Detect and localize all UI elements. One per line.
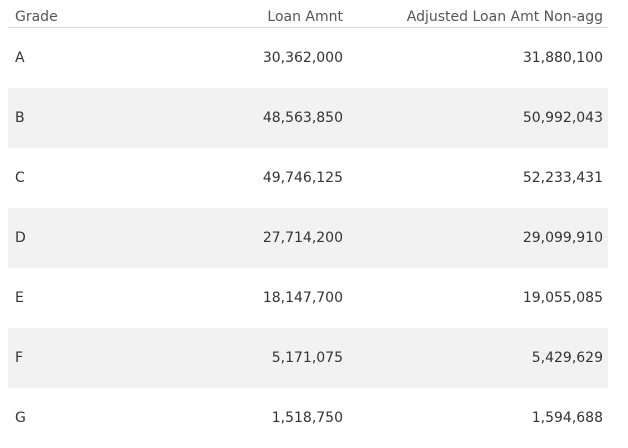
cell-adjusted: 50,992,043 [522, 110, 603, 126]
cell-grade: F [15, 350, 24, 366]
cell-grade: E [15, 290, 24, 306]
cell-loan-amnt: 48,563,850 [262, 110, 343, 126]
cell-adjusted: 29,099,910 [522, 230, 603, 246]
cell-grade: C [15, 170, 25, 186]
table-row[interactable]: F 5,171,075 5,429,629 [8, 328, 608, 388]
cell-grade: D [15, 230, 26, 246]
table-row[interactable]: D 27,714,200 29,099,910 [8, 208, 608, 268]
header-adjusted-loan-amt[interactable]: Adjusted Loan Amt Non-agg [406, 9, 603, 25]
cell-adjusted: 52,233,431 [522, 170, 603, 186]
table-header: Grade Loan Amnt Adjusted Loan Amt Non-ag… [8, 0, 608, 28]
cell-grade: A [15, 50, 25, 66]
table-row[interactable]: G 1,518,750 1,594,688 [8, 388, 608, 448]
cell-loan-amnt: 30,362,000 [262, 50, 343, 66]
cell-grade: B [15, 110, 25, 126]
cell-grade: G [15, 410, 26, 426]
cell-loan-amnt: 49,746,125 [262, 170, 343, 186]
cell-loan-amnt: 5,171,075 [271, 350, 343, 366]
cell-loan-amnt: 18,147,700 [262, 290, 343, 306]
cell-adjusted: 1,594,688 [531, 410, 603, 426]
header-grade[interactable]: Grade [15, 9, 58, 25]
cell-loan-amnt: 27,714,200 [262, 230, 343, 246]
cell-loan-amnt: 1,518,750 [271, 410, 343, 426]
table-body: A 30,362,000 31,880,100 B 48,563,850 50,… [8, 28, 608, 448]
table-row[interactable]: E 18,147,700 19,055,085 [8, 268, 608, 328]
header-loan-amnt[interactable]: Loan Amnt [267, 9, 343, 25]
table-row[interactable]: A 30,362,000 31,880,100 [8, 28, 608, 88]
cell-adjusted: 5,429,629 [531, 350, 603, 366]
cell-adjusted: 31,880,100 [522, 50, 603, 66]
cell-adjusted: 19,055,085 [522, 290, 603, 306]
table-row[interactable]: B 48,563,850 50,992,043 [8, 88, 608, 148]
data-table: Grade Loan Amnt Adjusted Loan Amt Non-ag… [8, 0, 608, 448]
table-row[interactable]: C 49,746,125 52,233,431 [8, 148, 608, 208]
